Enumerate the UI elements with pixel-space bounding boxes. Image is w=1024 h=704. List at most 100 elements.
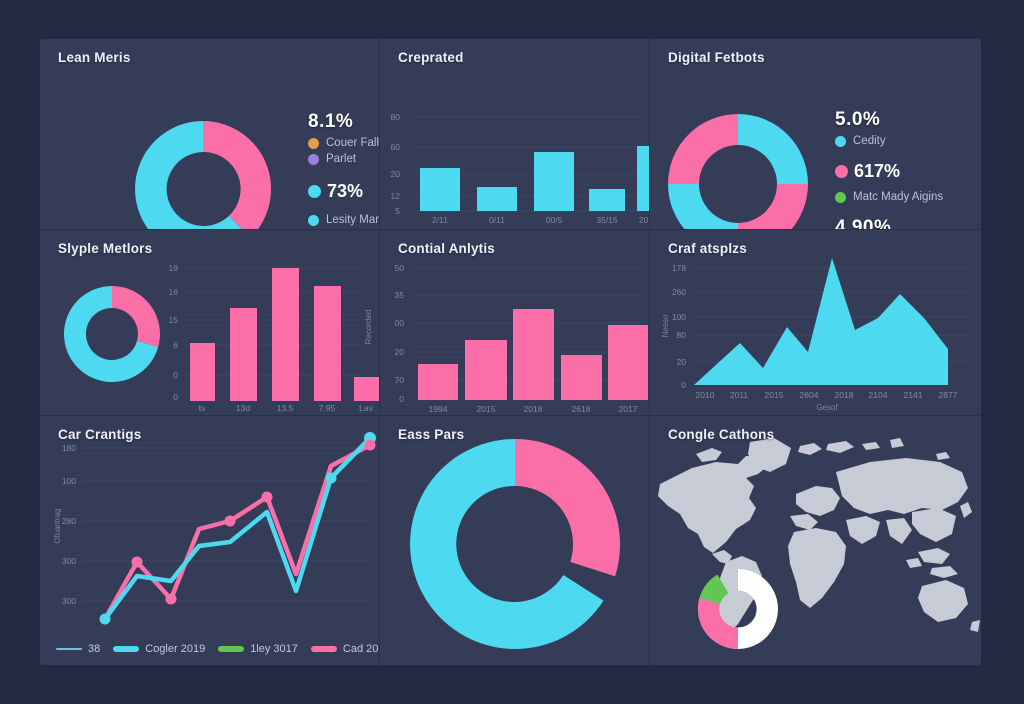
- panel-craf-atsplzs[interactable]: Craf atsplzs 178 260 100 80 20 0 2010 20…: [650, 230, 981, 416]
- svg-text:12: 12: [391, 191, 401, 201]
- bar-4: [561, 355, 602, 400]
- donut-arc-pink: [515, 439, 620, 544]
- svg-text:2018: 2018: [835, 390, 854, 400]
- donut-quadrant-4: [668, 114, 738, 184]
- panel-lean-metrics[interactable]: Lean Meris 8.1% Couer Falla Parlet 73%: [40, 39, 380, 230]
- svg-text:0/11: 0/11: [489, 215, 505, 225]
- legend-swatch-cyan-icon: [113, 646, 140, 652]
- car-crantigs-line-chart: 180 100 280 300 300 Ofcantrag: [53, 432, 376, 625]
- donut-quadrant-2: [738, 184, 808, 229]
- data-point: [131, 556, 143, 568]
- legend-item-cad-2013[interactable]: Cad 2013: [310, 643, 379, 655]
- donut-quadrant-1: [738, 114, 808, 184]
- panel-contial-anlytis[interactable]: Contial Anlytis 50 35 00 20 70 0 1994 20…: [380, 230, 650, 416]
- panel-car-crantigs[interactable]: Car Crantigs 180 100 280 300 300 Ofcantr…: [40, 416, 380, 665]
- svg-text:2141: 2141: [904, 390, 923, 400]
- legend-dot-cyan-2-icon: [308, 214, 319, 226]
- donut-slice-pink: [112, 286, 160, 347]
- line-series-cad-2013: [102, 442, 373, 622]
- bar-5: [637, 146, 649, 211]
- svg-text:70: 70: [395, 375, 405, 385]
- map-overlay-donut: [697, 569, 778, 650]
- svg-text:0: 0: [173, 392, 178, 402]
- digital-value-2: 617%: [854, 161, 901, 181]
- donut-quadrant-3: [668, 184, 738, 229]
- svg-text:ts: ts: [199, 403, 206, 413]
- svg-text:15: 15: [169, 315, 179, 325]
- craf-atsplzs-area-chart: 178 260 100 80 20 0 2010 2011 2015 2604 …: [661, 258, 970, 412]
- legend-value-mid-row: 73%: [308, 181, 379, 202]
- legend-item-couer-falla[interactable]: Couer Falla: [308, 137, 379, 149]
- data-point: [99, 613, 111, 625]
- svg-text:2017: 2017: [619, 404, 638, 414]
- panel-title-craf-atsplzs: Craf atsplzs: [668, 241, 747, 256]
- data-point: [165, 593, 177, 605]
- svg-text:Ofcantrag: Ofcantrag: [53, 508, 62, 543]
- styple-metlors-chart: 19 16 15 6 0 0 ts 13d 13.5 7.95 Lav Reco…: [63, 263, 379, 413]
- legend-swatch-line-icon: [56, 648, 82, 650]
- crepated-bar-chart: 80 60 20 12 5 2/11 0/11 00/5 35/15 2011: [391, 112, 649, 225]
- bar-4: [589, 189, 625, 211]
- svg-text:0: 0: [681, 380, 686, 390]
- panel-digital-fetbots[interactable]: Digital Fetbots 5.0% Cedity 617% Matc Ma…: [650, 39, 981, 230]
- svg-text:2010: 2010: [696, 390, 715, 400]
- svg-text:2018: 2018: [524, 404, 543, 414]
- svg-text:35: 35: [395, 290, 405, 300]
- legend-dot-orange-icon: [308, 137, 319, 149]
- legend-item-cedity[interactable]: Cedity: [835, 135, 943, 147]
- legend-item-0[interactable]: 38: [56, 643, 100, 655]
- svg-text:20: 20: [395, 347, 405, 357]
- svg-text:2011: 2011: [730, 390, 749, 400]
- digital-value-2-row: 617%: [835, 161, 943, 182]
- svg-text:19: 19: [169, 263, 179, 273]
- bar-1: [190, 343, 215, 401]
- legend-label: Matc Mady Aigins: [853, 191, 944, 203]
- panel-congle-cathons[interactable]: Congle Cathons: [650, 416, 981, 665]
- donut-arc-pink-tail: [570, 544, 621, 577]
- legend-value-top: 8.1%: [308, 111, 354, 132]
- lean-metrics-legend: 8.1% Couer Falla Parlet 73% Lesity Marke…: [308, 111, 379, 229]
- svg-text:13.5: 13.5: [277, 403, 294, 413]
- world-map: [658, 438, 980, 650]
- legend-item-1ley-3017[interactable]: 1ley 3017: [218, 643, 298, 655]
- svg-text:Nesso: Nesso: [661, 314, 670, 337]
- svg-text:0: 0: [399, 394, 404, 404]
- panel-title-crepated: Creprated: [398, 50, 464, 65]
- legend-item-cogler-2019[interactable]: Cogler 2019: [113, 643, 205, 655]
- panel-title-car-crantigs: Car Crantigs: [58, 427, 142, 442]
- legend-item-parlet[interactable]: Parlet: [308, 153, 379, 165]
- donut-slice-pink: [203, 121, 272, 229]
- legend-dot-pink-icon: [835, 165, 848, 178]
- panel-crepated[interactable]: Creprated 80 60 20 12 5 2/11 0/11 00/5: [380, 39, 650, 230]
- svg-text:2/11: 2/11: [432, 215, 448, 225]
- panel-styple-metlors[interactable]: Slyple Metlors 19 16 15 6 0 0 ts: [40, 230, 380, 416]
- legend-label: Cogler 2019: [145, 643, 206, 655]
- svg-text:50: 50: [395, 263, 405, 273]
- svg-text:35/15: 35/15: [596, 215, 618, 225]
- svg-text:260: 260: [672, 287, 686, 297]
- bar-5: [354, 377, 379, 401]
- bar-3: [534, 152, 574, 211]
- donut-slice-cyan: [135, 121, 242, 229]
- legend-swatch-pink-icon: [310, 646, 337, 652]
- svg-text:20: 20: [391, 169, 401, 179]
- legend-item-matc-mady-aigins[interactable]: Matc Mady Aigins: [835, 191, 943, 203]
- car-crantigs-legend: 38 Cogler 2019 1ley 3017 Cad 2013: [56, 643, 379, 655]
- legend-swatch-green-icon: [218, 646, 245, 652]
- svg-text:2104: 2104: [869, 390, 888, 400]
- panel-east-pars[interactable]: Eass Pars: [380, 416, 650, 665]
- legend-item-lesity-markelies[interactable]: Lesity Markelies: [308, 214, 379, 226]
- data-point: [261, 491, 273, 503]
- legend-label: Cad 2013: [342, 643, 379, 655]
- bar-2: [465, 340, 507, 400]
- svg-text:2877: 2877: [939, 390, 958, 400]
- svg-text:100: 100: [672, 312, 686, 322]
- svg-text:300: 300: [62, 556, 76, 566]
- digital-fetbots-donut-chart: [668, 114, 808, 229]
- svg-text:00: 00: [395, 318, 405, 328]
- panel-title-digital-fetbots: Digital Fetbots: [668, 50, 765, 65]
- legend-dot-cyan-icon: [308, 185, 321, 198]
- svg-text:2604: 2604: [800, 390, 819, 400]
- panel-title-styple-metlors: Slyple Metlors: [58, 241, 153, 256]
- dashboard-grid: Lean Meris 8.1% Couer Falla Parlet 73%: [40, 39, 981, 665]
